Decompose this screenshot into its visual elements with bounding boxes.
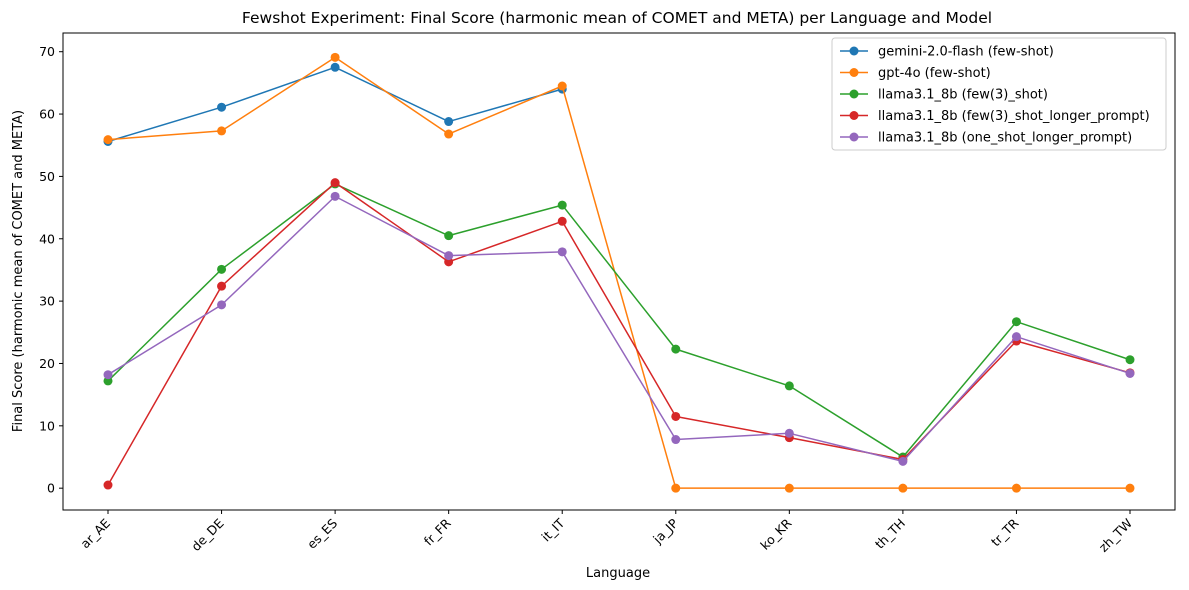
data-point bbox=[217, 281, 227, 291]
x-tick-label: it_IT bbox=[538, 515, 567, 544]
legend-label: llama3.1_8b (few(3)_shot_longer_prompt) bbox=[878, 109, 1150, 124]
x-tick-label: ko_KR bbox=[757, 515, 794, 552]
legend-label: llama3.1_8b (few(3)_shot) bbox=[878, 88, 1048, 103]
data-point bbox=[330, 52, 340, 62]
data-point bbox=[103, 370, 113, 380]
y-tick-label: 40 bbox=[39, 231, 55, 246]
legend-label: gemini-2.0-flash (few-shot) bbox=[878, 45, 1054, 60]
series-2 bbox=[103, 52, 1135, 493]
data-point bbox=[444, 129, 454, 139]
data-point bbox=[1011, 317, 1021, 327]
y-tick-label: 60 bbox=[39, 107, 55, 122]
data-point bbox=[557, 200, 567, 210]
data-point bbox=[1011, 332, 1021, 342]
series-5 bbox=[103, 191, 1135, 466]
x-tick-label: ja_JP bbox=[649, 515, 681, 547]
legend-item: llama3.1_8b (one_shot_longer_prompt) bbox=[840, 131, 1132, 146]
legend-swatch-marker bbox=[849, 89, 859, 99]
series-line bbox=[107, 183, 1131, 458]
legend-item: gpt-4o (few-shot) bbox=[840, 66, 991, 81]
data-point bbox=[444, 117, 454, 127]
data-point bbox=[898, 483, 908, 493]
x-tick-label: th_TH bbox=[872, 516, 908, 552]
data-point bbox=[1125, 355, 1135, 365]
data-point bbox=[330, 191, 340, 201]
data-point bbox=[217, 102, 227, 112]
data-point bbox=[444, 257, 454, 267]
x-axis-title: Language bbox=[586, 566, 650, 581]
y-axis-title: Final Score (harmonic mean of COMET and … bbox=[11, 110, 26, 432]
data-point bbox=[784, 381, 794, 391]
series-4 bbox=[103, 178, 1135, 490]
data-point bbox=[784, 428, 794, 438]
x-tick-label: ar_AE bbox=[77, 515, 113, 551]
series-line bbox=[107, 195, 1131, 463]
data-point bbox=[444, 251, 454, 261]
data-point bbox=[1125, 483, 1135, 493]
data-point bbox=[557, 81, 567, 91]
series-line bbox=[107, 66, 563, 143]
y-tick-label: 10 bbox=[39, 418, 55, 433]
series-line bbox=[107, 181, 1131, 486]
data-point bbox=[217, 300, 227, 310]
data-point bbox=[330, 178, 340, 188]
series-1 bbox=[103, 62, 567, 146]
data-point bbox=[1011, 483, 1021, 493]
y-tick-label: 70 bbox=[39, 44, 55, 59]
data-point bbox=[217, 126, 227, 136]
x-tick-label: fr_FR bbox=[421, 515, 454, 548]
plot-frame bbox=[62, 32, 1176, 511]
data-point bbox=[1125, 368, 1135, 378]
data-point bbox=[217, 264, 227, 274]
x-tick-label: tr_TR bbox=[988, 515, 1022, 549]
legend-box bbox=[831, 37, 1167, 151]
legend-label: llama3.1_8b (one_shot_longer_prompt) bbox=[878, 131, 1132, 146]
data-point bbox=[557, 216, 567, 226]
data-point bbox=[103, 480, 113, 490]
y-tick-label: 50 bbox=[39, 169, 55, 184]
data-point bbox=[103, 135, 113, 145]
data-point bbox=[898, 456, 908, 466]
legend-swatch-marker bbox=[849, 111, 859, 120]
data-point bbox=[444, 231, 454, 241]
data-point bbox=[103, 376, 113, 386]
legend-swatch-marker bbox=[849, 132, 859, 142]
legend: gemini-2.0-flash (few-shot) gpt-4o (few-s… bbox=[831, 37, 1167, 151]
legend-item: llama3.1_8b (few(3)_shot_longer_prompt) bbox=[840, 109, 1150, 124]
chart-title: Fewshot Experiment: Final Score (harmoni… bbox=[242, 9, 992, 27]
data-point bbox=[671, 411, 681, 421]
legend-item: gemini-2.0-flash (few-shot) bbox=[840, 45, 1054, 60]
y-tick-label: 30 bbox=[39, 294, 55, 309]
series-3 bbox=[103, 179, 1135, 462]
data-point bbox=[330, 62, 340, 72]
data-point bbox=[671, 344, 681, 354]
x-tick-label: zh_TW bbox=[1096, 516, 1135, 555]
series-line bbox=[107, 56, 1130, 489]
data-point bbox=[671, 483, 681, 493]
x-tick-label: de_DE bbox=[188, 515, 227, 554]
data-point bbox=[671, 435, 681, 445]
y-tick-label: 20 bbox=[39, 356, 55, 371]
y-tick-label: 0 bbox=[47, 481, 55, 496]
data-point bbox=[784, 483, 794, 493]
data-point bbox=[557, 247, 567, 257]
legend-swatch-marker bbox=[849, 46, 859, 56]
legend-label: gpt-4o (few-shot) bbox=[878, 66, 991, 81]
x-tick-label: es_ES bbox=[304, 515, 340, 551]
legend-swatch-marker bbox=[849, 68, 859, 77]
legend-item: llama3.1_8b (few(3)_shot) bbox=[840, 88, 1048, 103]
